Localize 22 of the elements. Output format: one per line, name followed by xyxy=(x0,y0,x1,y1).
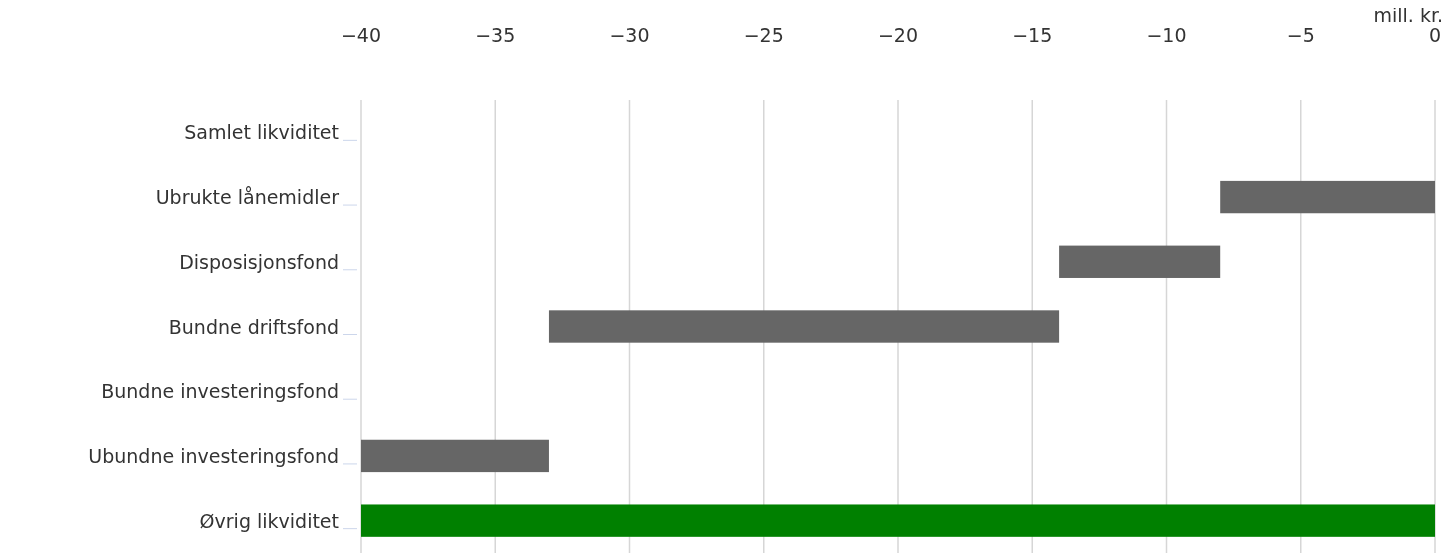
bar xyxy=(361,439,549,473)
x-tick-label: −35 xyxy=(475,24,516,46)
x-tick-label: −40 xyxy=(340,24,382,46)
x-tick-label: −30 xyxy=(609,24,650,46)
y-tick-label: Øvrig likviditet xyxy=(199,509,339,532)
y-tick-label: Ubundne investeringsfond xyxy=(88,444,339,467)
y-tick-label: Bundne investeringsfond xyxy=(101,380,339,403)
bar xyxy=(361,504,1435,537)
y-tick-label: Samlet likviditet xyxy=(184,121,339,144)
x-tick-label: −10 xyxy=(1146,24,1187,46)
x-tick-label: −20 xyxy=(877,24,919,46)
y-tick-label: Bundne driftsfond xyxy=(168,315,339,338)
bar xyxy=(1220,180,1435,214)
y-tick-label: Disposisjonsfond xyxy=(179,250,339,273)
x-tick-label: −5 xyxy=(1286,24,1315,46)
x-tick-label: −25 xyxy=(743,24,784,46)
x-tick-label: 0 xyxy=(1428,24,1442,46)
x-axis-title: mill. kr. xyxy=(1373,4,1443,26)
x-tick-label: −15 xyxy=(1012,24,1053,46)
bar xyxy=(548,310,1060,343)
bar xyxy=(1059,245,1221,278)
y-tick-label: Ubrukte lånemidler xyxy=(155,186,340,209)
